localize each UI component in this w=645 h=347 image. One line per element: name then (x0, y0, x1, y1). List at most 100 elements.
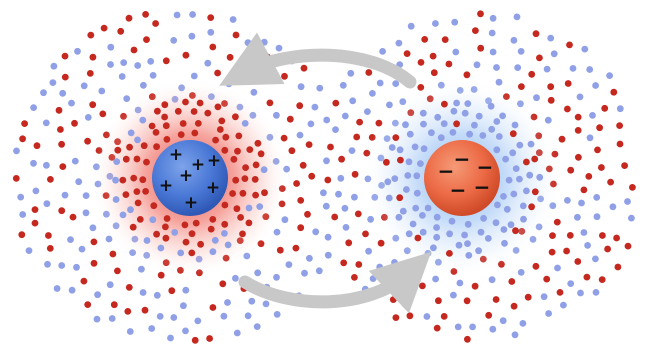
curved-arrow-bottom-to-right (238, 251, 432, 314)
shell-ion-dot (126, 143, 133, 151)
shell-ion-dot (492, 219, 500, 227)
shell-ion-dot (207, 225, 215, 233)
ion-dot (392, 80, 400, 87)
shell-ion-dot (239, 230, 246, 238)
shell-ion-dot (152, 129, 160, 136)
ion-dot (547, 83, 555, 91)
ion-dot (312, 228, 320, 236)
ion-dot (99, 110, 107, 118)
ion-dot (524, 293, 532, 301)
shell-ion-dot (433, 213, 441, 221)
ion-dot (320, 189, 327, 197)
ion-dot (585, 173, 593, 180)
ion-dot (553, 218, 561, 226)
shell-ion-dot (112, 176, 119, 184)
ion-dot (331, 213, 339, 221)
ion-dot (369, 90, 376, 97)
ion-dot (616, 105, 624, 113)
shell-ion-dot (413, 172, 421, 180)
shell-ion-dot (209, 216, 217, 223)
ion-dot (338, 155, 345, 163)
minus-sign: − (450, 178, 467, 202)
shell-ion-dot (119, 176, 127, 184)
ion-dot (379, 48, 386, 55)
ion-dot (489, 48, 497, 56)
shell-ion-dot (494, 201, 501, 209)
shell-ion-dot (536, 173, 544, 181)
ion-dot (596, 124, 603, 132)
ion-dot (560, 301, 567, 309)
ion-dot (17, 193, 25, 201)
shell-ion-dot (471, 121, 478, 129)
ion-dot (90, 238, 98, 246)
ion-dot (273, 111, 280, 119)
shell-ion-dot (136, 216, 144, 223)
ion-dot (599, 232, 606, 239)
shell-ion-dot (133, 188, 141, 196)
ion-dot (31, 219, 39, 227)
ion-dot (73, 263, 80, 271)
shell-ion-dot (402, 121, 409, 129)
ion-dot (25, 247, 33, 255)
ion-dot (30, 104, 37, 111)
shell-ion-dot (391, 175, 399, 183)
ion-dot (445, 60, 453, 68)
ion-dot (340, 259, 348, 267)
ion-dot (107, 61, 114, 68)
ion-dot (323, 157, 330, 165)
plus-sign: + (159, 176, 173, 196)
shell-ion-dot (232, 113, 239, 121)
ion-dot (353, 133, 361, 141)
ion-dot (592, 255, 599, 263)
shell-ion-dot (419, 109, 427, 117)
ion-dot (21, 120, 28, 127)
ion-dot (189, 11, 197, 18)
ion-dot (345, 239, 353, 247)
ion-dot (74, 47, 81, 55)
ion-dot (423, 313, 431, 320)
ion-dot (220, 312, 228, 320)
ion-dot (194, 317, 202, 325)
plus-sign: + (206, 178, 220, 198)
shell-ion-dot (475, 112, 483, 120)
shell-ion-dot (150, 202, 158, 210)
ion-dot (31, 206, 39, 214)
shell-ion-dot (257, 150, 265, 158)
ion-dot (519, 320, 527, 327)
shell-ion-dot (500, 193, 507, 200)
ion-dot (339, 81, 347, 89)
ion-dot (89, 53, 97, 61)
shell-ion-dot (127, 206, 134, 214)
shell-ion-dot (221, 220, 229, 228)
ion-dot (12, 175, 20, 182)
ion-dot (286, 115, 294, 123)
ion-dot (419, 282, 426, 290)
ion-dot (89, 224, 97, 232)
ion-dot (514, 64, 522, 71)
shell-ion-dot (143, 158, 150, 166)
ion-dot (489, 14, 497, 22)
ion-dot (499, 317, 507, 325)
shell-ion-dot (464, 100, 472, 107)
ion-dot (629, 184, 636, 191)
shell-ion-dot (211, 236, 219, 244)
shell-ion-dot (162, 234, 170, 242)
shell-ion-dot (218, 117, 226, 125)
ion-dot (508, 278, 516, 285)
ion-dot (586, 66, 594, 73)
ion-dot (356, 118, 363, 126)
shell-ion-dot (509, 130, 517, 138)
ion-dot (224, 299, 231, 306)
ion-dot (167, 334, 174, 342)
shell-ion-dot (477, 228, 485, 236)
shell-ion-dot (528, 203, 535, 211)
shell-ion-dot (396, 194, 404, 202)
ion-dot (464, 335, 471, 343)
shell-ion-dot (182, 98, 189, 106)
ion-dot (533, 94, 540, 102)
shell-ion-dot (177, 131, 185, 139)
ion-dot (536, 54, 543, 62)
ion-dot (299, 161, 307, 169)
shell-ion-dot (512, 227, 519, 235)
ion-dot (273, 273, 280, 281)
